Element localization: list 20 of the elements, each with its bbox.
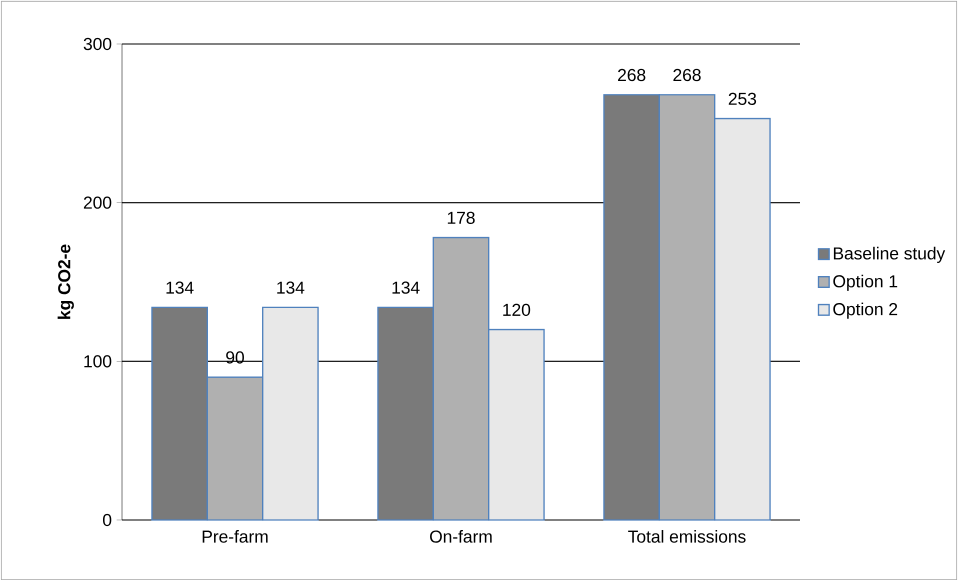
y-axis-title: kg CO2-e	[58, 244, 74, 319]
data-label: 90	[226, 351, 244, 364]
y-tick-label: 200	[84, 196, 112, 209]
y-tick-label: 100	[84, 355, 112, 368]
data-label: 268	[618, 68, 646, 82]
y-tick-label: 0	[102, 514, 112, 526]
legend-label: Baseline study	[834, 246, 946, 263]
x-tick-label: Total emissions	[628, 530, 746, 543]
data-label: 178	[448, 212, 475, 224]
data-label: 134	[166, 282, 194, 294]
data-label: 253	[728, 92, 756, 105]
legend-label: Option 1	[833, 274, 898, 291]
legend-label: Option 2	[833, 302, 898, 319]
x-tick-label: On-farm	[430, 530, 492, 543]
data-label: 134	[277, 282, 304, 294]
data-label: 134	[392, 282, 420, 294]
data-label: 268	[673, 68, 701, 82]
y-tick-label: 300	[84, 38, 112, 50]
x-tick-label: Pre-farm	[202, 530, 268, 543]
data-label: 120	[503, 304, 530, 316]
